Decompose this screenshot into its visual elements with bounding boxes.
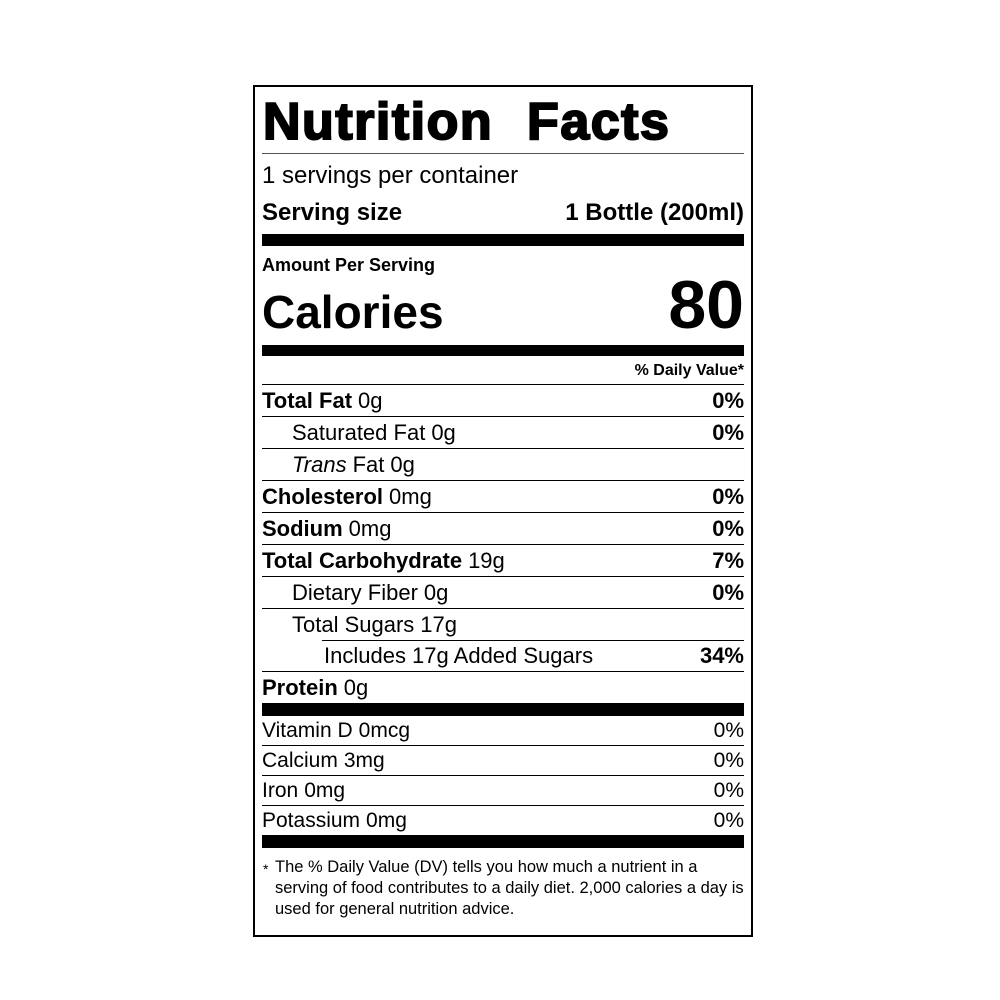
label-title: Nutrition Facts	[262, 87, 744, 154]
nutrient-row-trans-fat: Trans Fat 0g	[262, 448, 744, 480]
thick-bar-protein	[262, 703, 744, 716]
daily-value-header: % Daily Value*	[634, 362, 744, 379]
vitamin-row-iron: Iron 0mg 0%	[262, 775, 744, 805]
nutrient-dv: 0%	[712, 580, 744, 605]
vitamin-name: Iron	[262, 779, 299, 802]
nutrient-name: Sodium	[262, 516, 343, 541]
vitamin-amount: 0mcg	[358, 719, 411, 742]
vitamin-dv: 0%	[713, 779, 744, 802]
nutrient-name: Cholesterol	[262, 484, 384, 509]
footnote-text: The % Daily Value (DV) tells you how muc…	[275, 858, 744, 918]
footnote-asterisk: *	[263, 861, 269, 877]
nutrient-amount: 0g	[343, 675, 369, 700]
thick-bar-bottom	[262, 835, 744, 848]
nutrient-amount: 0g	[431, 420, 456, 445]
footnote: * The % Daily Value (DV) tells you how m…	[262, 848, 744, 935]
nutrient-row-total-sugars: Total Sugars 17g	[262, 608, 744, 640]
nutrient-name-italic: Trans	[292, 452, 347, 477]
serving-size-label: Serving size	[262, 199, 403, 226]
nutrient-row-protein: Protein 0g	[262, 671, 744, 703]
nutrient-amount: 17g	[420, 612, 458, 637]
nutrient-row-total-carbohydrate: Total Carbohydrate 19g 7%	[262, 544, 744, 576]
nutrient-dv: 7%	[712, 548, 744, 573]
nutrient-name: Total Carbohydrate	[262, 548, 463, 573]
nutrient-dv: 0%	[712, 484, 744, 509]
vitamin-row-potassium: Potassium 0mg 0%	[262, 805, 744, 835]
nutrient-dv: 0%	[712, 388, 744, 413]
thick-bar-top	[262, 234, 744, 246]
vitamin-name: Potassium	[262, 809, 361, 832]
nutrient-dv: 0%	[712, 420, 744, 445]
nutrient-name: Protein	[262, 675, 338, 700]
nutrient-name: Saturated Fat	[292, 420, 426, 445]
serving-size-row: Serving size 1 Bottle (200ml)	[262, 194, 744, 231]
nutrient-name: Includes 17g Added Sugars	[324, 643, 594, 668]
vitamin-name: Vitamin D	[262, 719, 353, 742]
thick-bar-calories	[262, 345, 744, 356]
nutrient-row-sodium: Sodium 0mg 0%	[262, 512, 744, 544]
serving-size-value: 1 Bottle (200ml)	[565, 199, 744, 226]
vitamin-dv: 0%	[713, 809, 744, 832]
vitamin-amount: 0mg	[304, 779, 346, 802]
nutrient-row-added-sugars: Includes 17g Added Sugars 34%	[262, 640, 744, 671]
vitamin-amount: 0mg	[366, 809, 407, 832]
vitamin-dv: 0%	[713, 719, 744, 742]
nutrient-row-dietary-fiber: Dietary Fiber 0g 0%	[262, 576, 744, 608]
vitamin-row-vitamin-d: Vitamin D 0mcg 0%	[262, 716, 744, 745]
nutrient-name: Total Sugars	[292, 612, 415, 637]
vitamin-name: Calcium	[262, 749, 338, 772]
nutrient-amount: 0g	[390, 452, 415, 477]
vitamin-dv: 0%	[713, 749, 744, 772]
amount-per-serving-label: Amount Per Serving	[262, 255, 436, 275]
calories-row: Calories 80	[262, 267, 744, 343]
nutrient-name: Fat	[352, 452, 385, 477]
nutrition-facts-label: Nutrition Facts 1 servings per container…	[253, 85, 753, 937]
nutrient-dv: 34%	[699, 643, 744, 668]
servings-per-container: 1 servings per container	[262, 162, 519, 189]
nutrient-name: Dietary Fiber	[292, 580, 418, 605]
nutrient-dv: 0%	[712, 516, 744, 541]
nutrient-row-total-fat: Total Fat 0g 0%	[262, 384, 744, 416]
nutrient-amount: 0mg	[348, 516, 392, 541]
vitamin-row-calcium: Calcium 3mg 0%	[262, 745, 744, 775]
nutrient-amount: 0g	[423, 580, 449, 605]
vitamin-amount: 3mg	[343, 749, 385, 772]
nutrient-amount: 0mg	[389, 484, 432, 509]
nutrient-amount: 19g	[468, 548, 505, 573]
nutrient-row-saturated-fat: Saturated Fat 0g 0%	[262, 416, 744, 448]
nutrient-row-cholesterol: Cholesterol 0mg 0%	[262, 480, 744, 512]
nutrient-amount: 0g	[358, 388, 383, 413]
calories-value: 80	[668, 267, 744, 343]
calories-label: Calories	[262, 286, 444, 338]
nutrient-name: Total Fat	[262, 388, 353, 413]
